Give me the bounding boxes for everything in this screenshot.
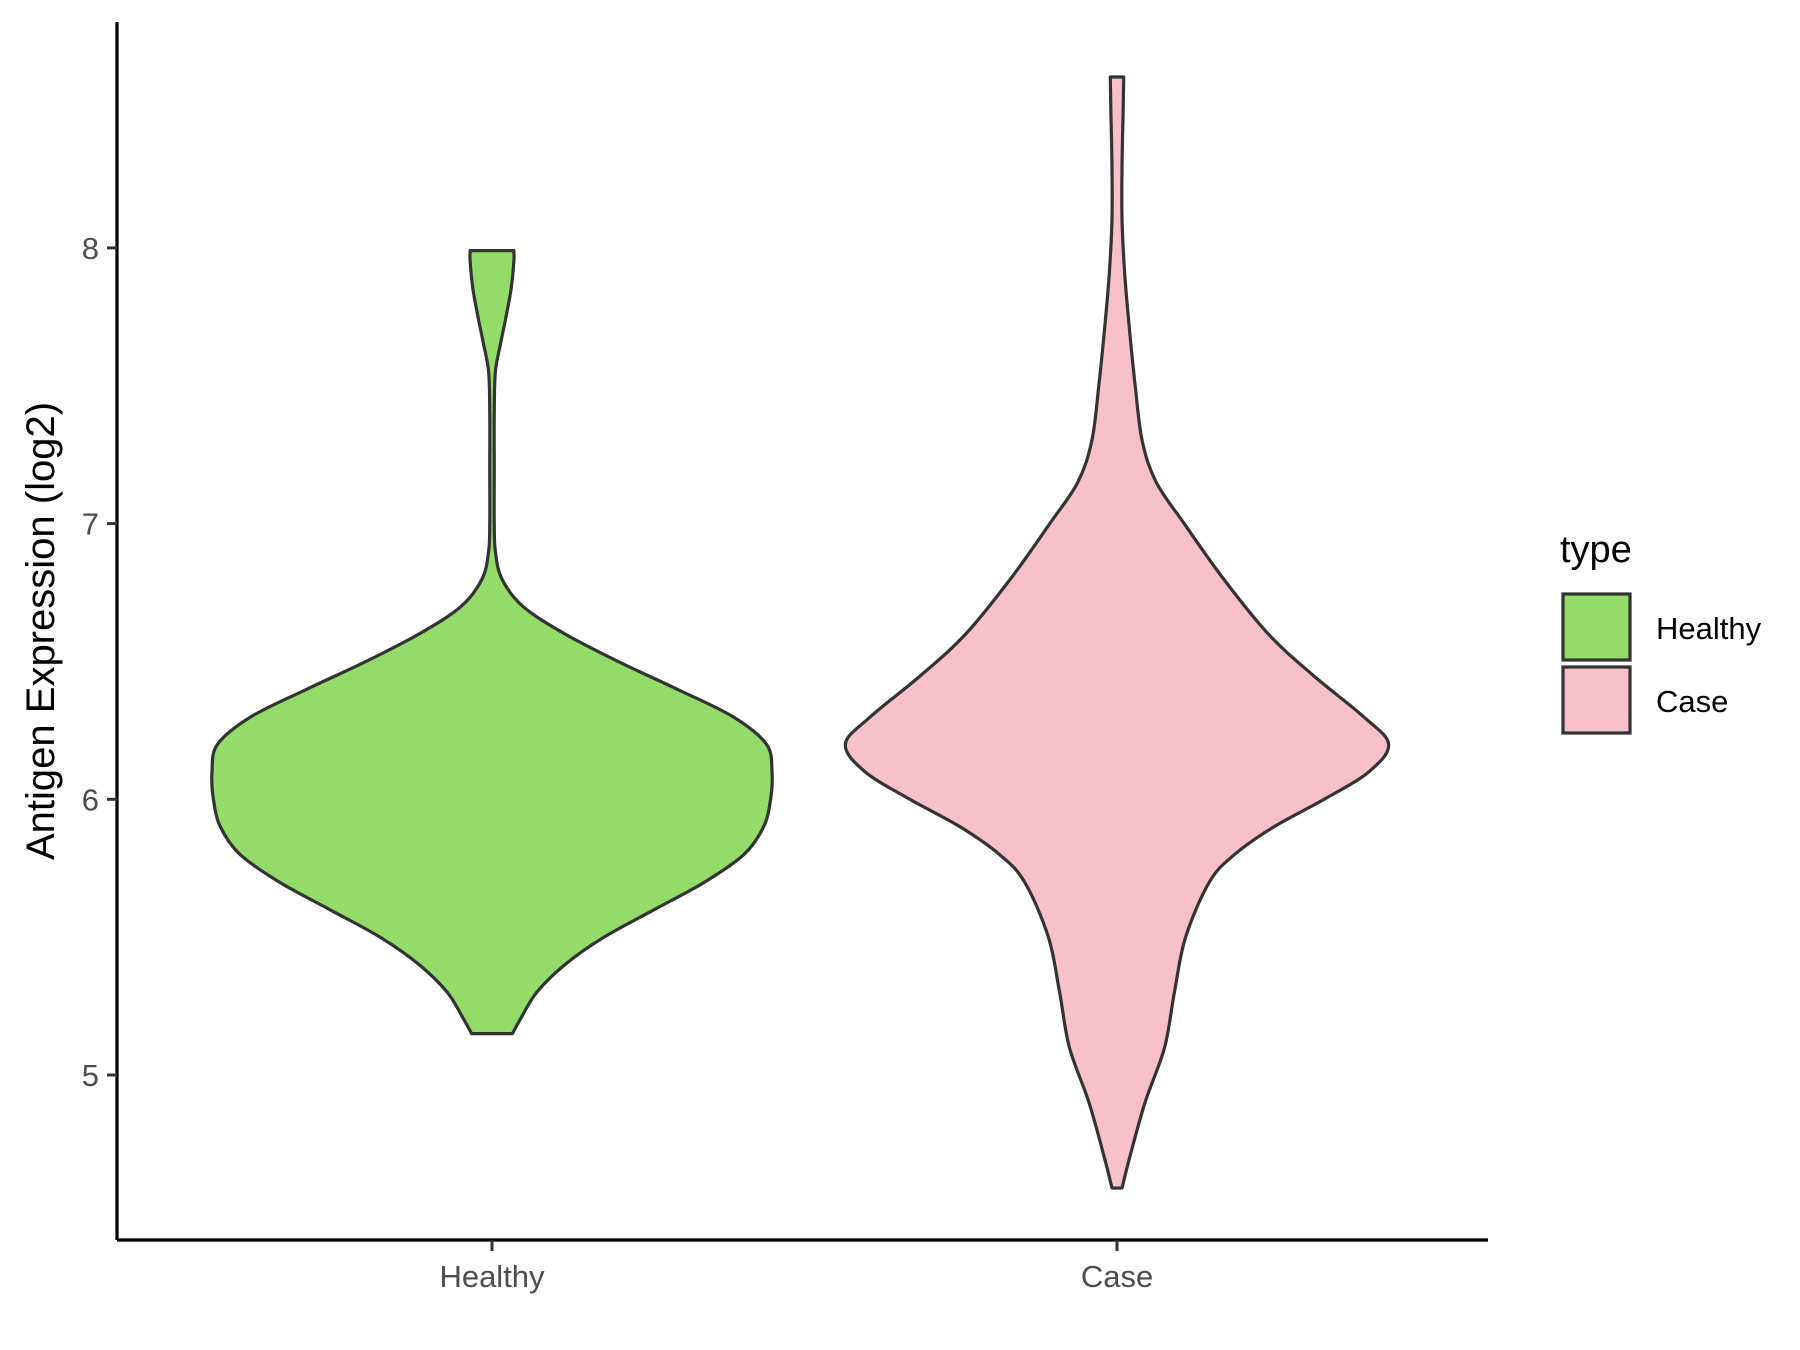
legend-label-case: Case — [1656, 684, 1728, 719]
legend-title: type — [1560, 529, 1632, 571]
x-tick-label: Case — [1081, 1259, 1153, 1294]
y-tick-label: 5 — [82, 1058, 99, 1093]
y-tick-label: 8 — [82, 231, 99, 266]
x-tick-label: Healthy — [439, 1259, 545, 1294]
legend-label-healthy: Healthy — [1656, 611, 1762, 646]
legend-swatch-case — [1561, 665, 1632, 735]
x-ticks: Healthy Case — [439, 1240, 1153, 1294]
legend: type Healthy Case — [1560, 529, 1762, 735]
y-ticks: 5 6 7 8 — [82, 231, 117, 1093]
violin-healthy — [210, 249, 774, 1036]
axes: 5 6 7 8 Healthy Case Antigen Expression (log… — [19, 22, 1488, 1294]
legend-swatch-healthy — [1561, 592, 1632, 662]
y-tick-label: 7 — [82, 507, 99, 542]
legend-entry-case: Case — [1561, 665, 1728, 735]
y-axis-title: Antigen Expression (log2) — [19, 402, 63, 860]
violin-case — [843, 75, 1391, 1190]
y-tick-label: 6 — [82, 782, 99, 817]
legend-entry-healthy: Healthy — [1561, 592, 1762, 662]
plot-area — [210, 75, 1391, 1190]
